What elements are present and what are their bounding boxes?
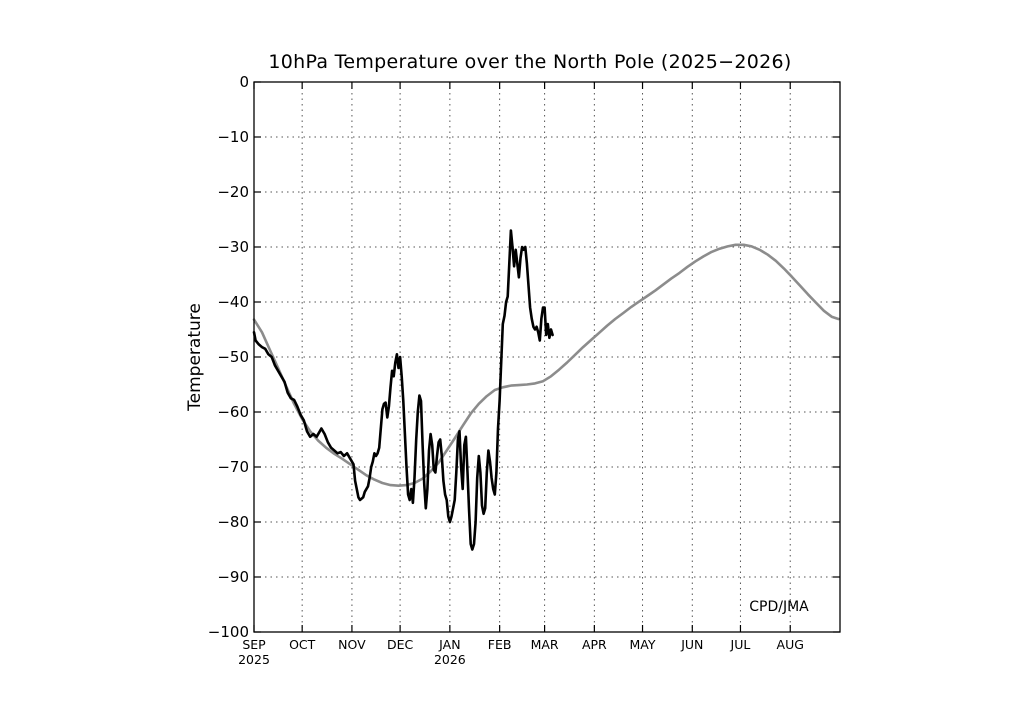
plot-series xyxy=(252,229,840,551)
x-tick-year-label: 2025 xyxy=(238,652,270,667)
x-tick-label: MAR xyxy=(531,637,559,652)
y-tick-label: −30 xyxy=(217,238,249,256)
y-tick-label: −10 xyxy=(217,128,249,146)
y-tick-label: −100 xyxy=(208,623,249,641)
x-tick-label: OCT xyxy=(289,637,316,652)
credit-annotation: CPD/JMA xyxy=(749,599,809,615)
y-tick-label: −60 xyxy=(217,403,249,421)
climatology-line xyxy=(252,243,840,487)
observed-temperature-line xyxy=(252,229,554,551)
x-tick-label: JUL xyxy=(730,637,751,652)
x-tick-label: APR xyxy=(582,637,607,652)
y-tick-label: 0 xyxy=(239,73,249,91)
y-axis-label: Temperature xyxy=(185,303,205,412)
x-tick-label: SEP xyxy=(242,637,266,652)
x-tick-label: DEC xyxy=(387,637,414,652)
x-tick-label: FEB xyxy=(488,637,512,652)
chart-title: 10hPa Temperature over the North Pole (2… xyxy=(268,51,791,73)
x-tick-year-label: 2026 xyxy=(434,652,466,667)
x-tick-label: JUN xyxy=(680,637,703,652)
y-tick-label: −50 xyxy=(217,348,249,366)
x-tick-label: NOV xyxy=(338,637,366,652)
y-tick-label: −20 xyxy=(217,183,249,201)
y-tick-label: −40 xyxy=(217,293,249,311)
y-tick-label: −70 xyxy=(217,458,249,476)
y-tick-label: −80 xyxy=(217,513,249,531)
x-tick-label: JAN xyxy=(438,637,460,652)
x-tick-label: AUG xyxy=(777,637,804,652)
grid xyxy=(254,82,840,632)
x-tick-label: MAY xyxy=(630,637,656,652)
y-tick-label: −90 xyxy=(217,568,249,586)
